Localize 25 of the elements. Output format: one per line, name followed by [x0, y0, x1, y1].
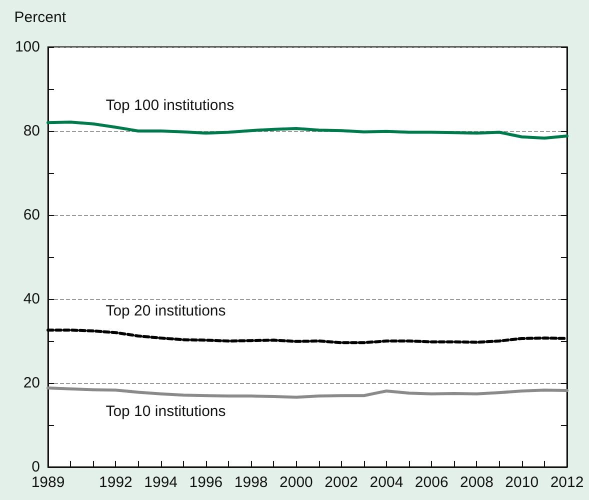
x-tick-label: 2010	[505, 474, 539, 491]
x-tick-label: 1994	[144, 474, 178, 491]
series-label: Top 100 institutions	[106, 97, 234, 114]
x-tick-label: 2004	[370, 474, 404, 491]
y-tick-label: 0	[32, 458, 40, 476]
x-tick-label: 1998	[234, 474, 268, 491]
x-tick-label: 2006	[414, 474, 448, 491]
line-series	[46, 386, 568, 399]
x-tick-label: 1989	[31, 474, 65, 491]
x-tick-label: 2000	[280, 474, 313, 491]
series-label: Top 10 institutions	[106, 403, 226, 420]
x-tick-label: 1996	[189, 474, 223, 491]
y-axis-title: Percent	[14, 9, 67, 26]
x-tick-label: 2012	[550, 474, 584, 491]
x-tick-label: 1992	[99, 474, 132, 491]
x-tick-label: 2002	[324, 474, 358, 491]
y-tick-label: 100	[14, 38, 40, 56]
x-tick-label: 2008	[460, 474, 494, 491]
y-tick-label: 80	[23, 122, 40, 140]
y-tick-label: 60	[23, 206, 40, 224]
y-tick-label: 20	[23, 374, 40, 392]
series-label: Top 20 institutions	[106, 302, 226, 320]
line-series	[46, 120, 568, 140]
y-tick-label: 40	[23, 290, 40, 308]
line-series	[46, 328, 568, 344]
